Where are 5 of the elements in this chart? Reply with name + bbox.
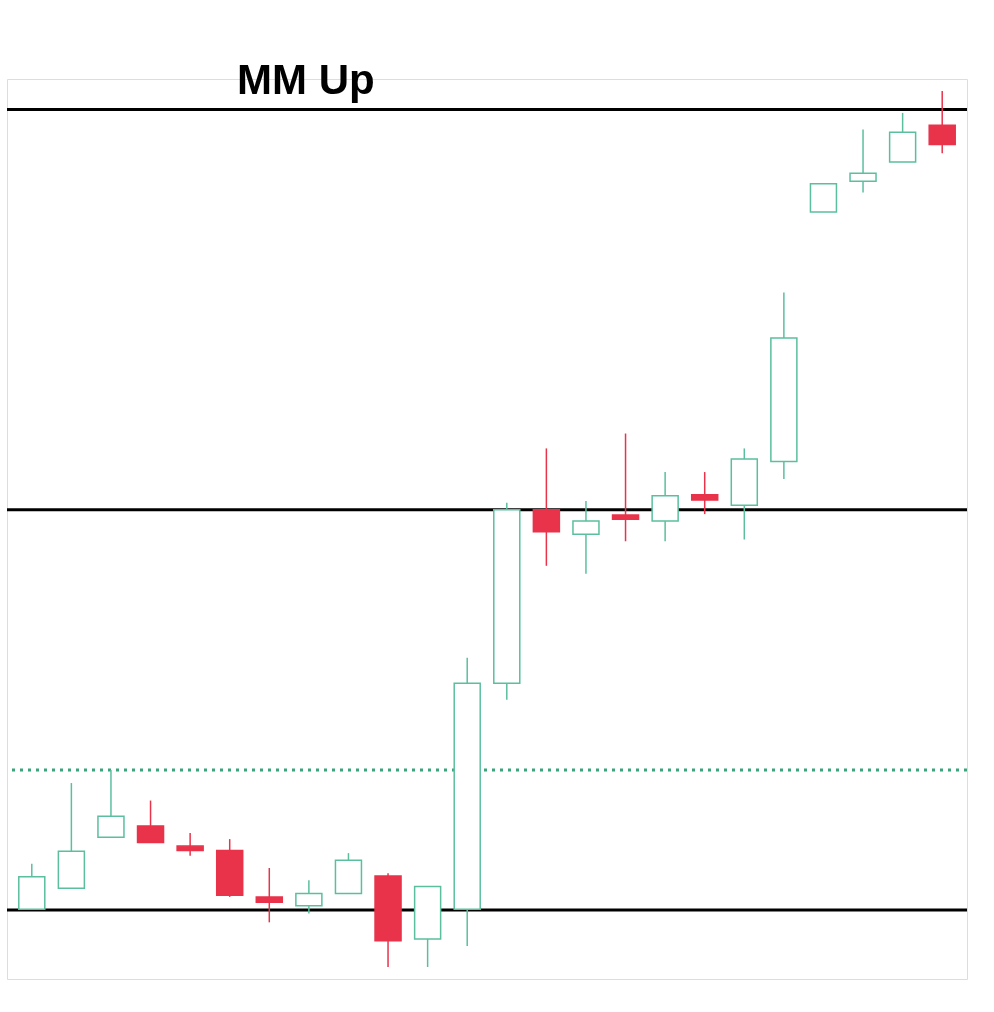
candlestick <box>690 471 719 515</box>
ref-line-label: MM Up <box>237 56 375 104</box>
candlestick <box>849 128 877 194</box>
candlestick <box>255 867 284 924</box>
candlestick <box>611 432 640 543</box>
